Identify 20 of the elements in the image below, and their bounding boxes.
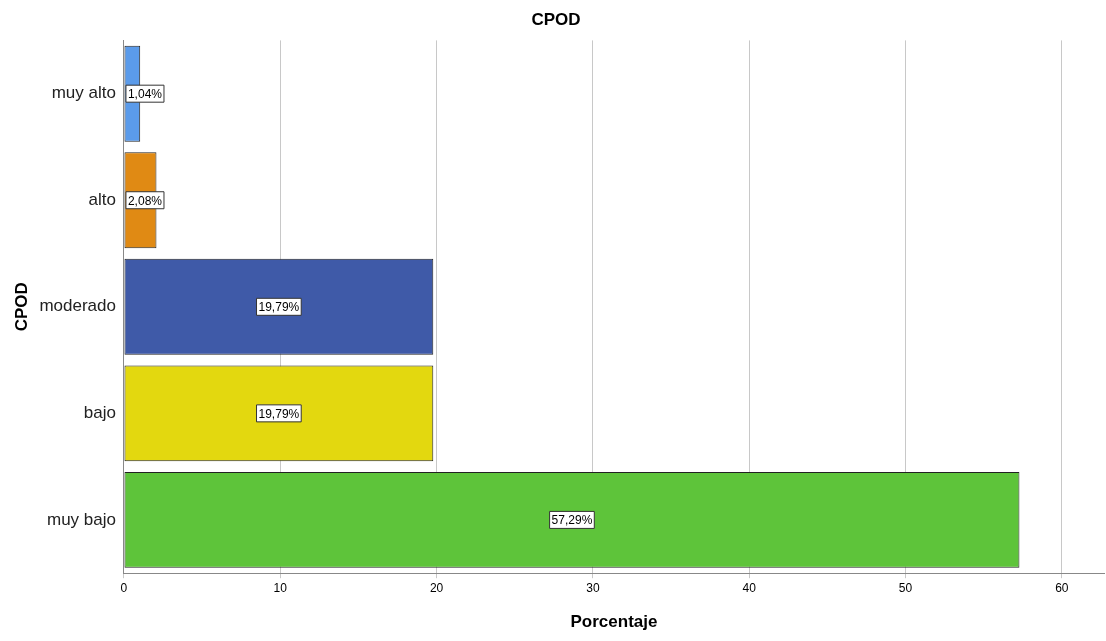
x-tick-label: 20	[429, 580, 444, 595]
x-tick-label: 50	[898, 580, 913, 595]
data-label: 19,79%	[258, 300, 300, 315]
data-label: 57,29%	[551, 513, 593, 528]
y-axis-title: CPOD	[11, 282, 31, 332]
data-label: 2,08%	[127, 193, 163, 208]
x-axis-title: Porcentaje	[570, 612, 658, 632]
y-tick-label: alto	[88, 189, 116, 209]
chart-title: CPOD	[531, 9, 581, 29]
y-tick-label: muy alto	[51, 83, 116, 103]
y-tick-label: bajo	[83, 403, 116, 423]
data-label: 19,79%	[258, 406, 300, 421]
x-tick-label: 0	[120, 580, 128, 595]
x-tick-label: 60	[1055, 580, 1069, 595]
y-tick-label: moderado	[39, 296, 116, 316]
x-tick-label: 40	[742, 580, 757, 595]
x-tick-label: 10	[273, 580, 288, 595]
y-tick-label: muy bajo	[46, 509, 116, 529]
x-tick-label: 30	[586, 580, 600, 595]
data-label: 1,04%	[127, 86, 163, 101]
